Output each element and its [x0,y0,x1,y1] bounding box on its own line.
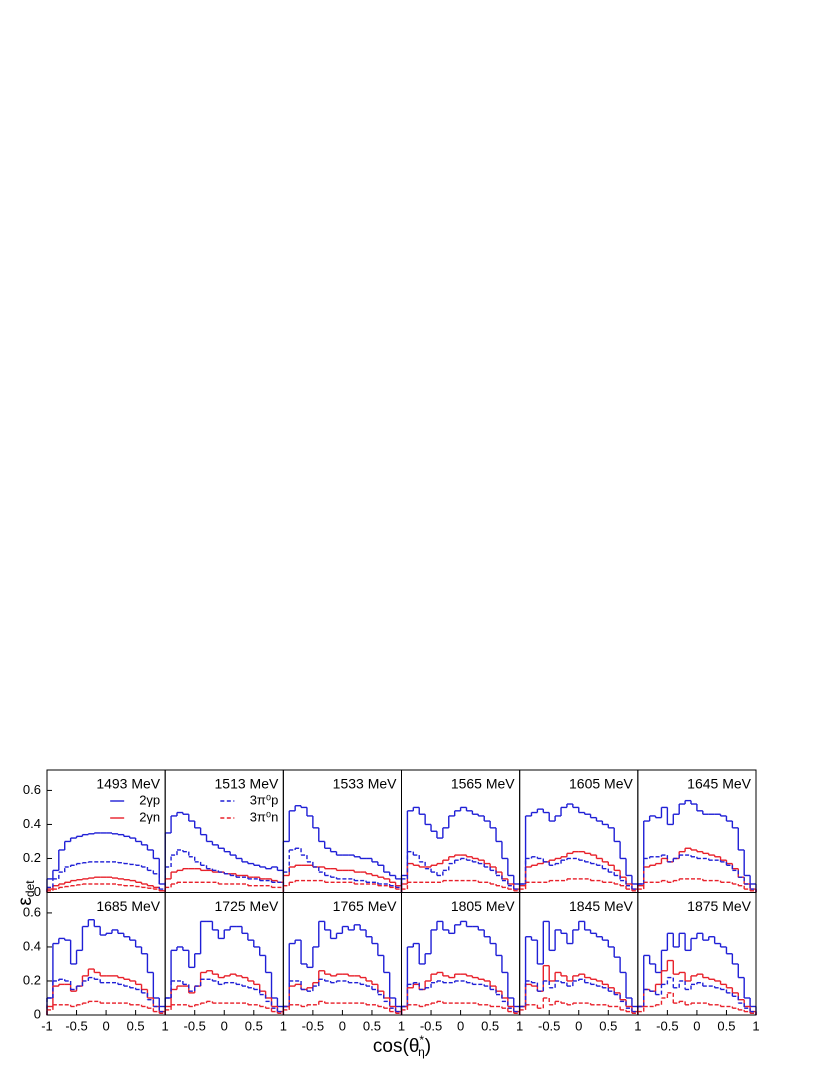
legend-label: 3π⁰p [250,792,279,807]
panel-title: 1645 MeV [687,776,751,792]
step-riser [46,877,166,893]
x-tick-label: 1 [634,1018,641,1033]
step-riser [637,878,757,893]
step-riser [518,979,639,1015]
step-riser [164,849,285,893]
panel-title: 1513 MeV [215,776,279,792]
x-tick-label: 0.5 [717,1018,735,1033]
y-tick-label: 0.2 [23,972,41,987]
step-riser [282,979,403,1015]
x-tick-label: 0.5 [481,1018,499,1033]
x-label-text: ) [425,1036,431,1057]
legend-label: 2γn [139,809,160,824]
x-tick-label: -0.5 [656,1018,678,1033]
x-label-superscript: * [419,1033,424,1047]
x-tick-label: 0 [457,1018,464,1033]
y-axis-label: εdet [15,880,37,906]
y-tick-label: 0 [34,1006,41,1021]
y-tick-label: 0 [34,884,41,899]
y-tick-label: 0.6 [23,782,41,797]
panel-title: 1685 MeV [96,898,160,914]
panel-title: 1805 MeV [451,898,515,914]
step-riser [637,800,757,893]
y-label-symbol: ε [15,897,36,906]
panel-title: 1725 MeV [215,898,279,914]
y-tick-label: 0.2 [23,850,41,865]
x-tick-label: -0.5 [184,1018,206,1033]
y-label-subscript: det [23,880,37,897]
y-tick-label: 0.6 [23,904,41,919]
y-tick-label: 0.4 [23,816,41,831]
step-riser [637,855,757,893]
x-tick-label: 1 [162,1018,169,1033]
x-axis-label: cos(θ* η) [373,1033,431,1059]
x-tick-label: 1 [516,1018,523,1033]
step-riser [46,919,166,1015]
step-riser [637,977,757,1015]
panel-title: 1533 MeV [333,776,397,792]
x-tick-label: -0.5 [65,1018,87,1033]
step-riser [518,856,639,893]
x-tick-label: 0 [339,1018,346,1033]
x-tick-label: -1 [41,1018,53,1033]
x-tick-label: 0.5 [599,1018,617,1033]
panel-title: 1845 MeV [569,898,633,914]
x-tick-label: 1 [398,1018,405,1033]
x-label-text: cos(θ [373,1036,419,1057]
step-riser [400,980,521,1015]
panel-frame [637,892,757,1016]
x-tick-label: 1 [280,1018,287,1033]
panel-title: 1565 MeV [451,776,515,792]
x-tick-label: 0.5 [363,1018,381,1033]
x-label-subscript: η [418,1045,425,1059]
x-tick-label: 0.5 [127,1018,145,1033]
x-tick-label: -0.5 [538,1018,560,1033]
x-tick-label: -0.5 [302,1018,324,1033]
x-tick-label: 1 [752,1018,759,1033]
x-tick-label: 0 [102,1018,109,1033]
panel-title: 1605 MeV [569,776,633,792]
x-tick-label: 0.5 [245,1018,263,1033]
legend-label: 2γp [139,792,160,807]
panel-title: 1765 MeV [333,898,397,914]
x-tick-label: 0 [575,1018,582,1033]
panel-title: 1493 MeV [96,776,160,792]
x-tick-label: -0.5 [420,1018,442,1033]
panel-title: 1875 MeV [687,898,751,914]
x-tick-label: 0 [693,1018,700,1033]
step-riser [400,807,521,893]
legend-label: 3π⁰n [250,809,279,824]
x-tick-label: 0 [221,1018,228,1033]
y-tick-label: 0.4 [23,938,41,953]
